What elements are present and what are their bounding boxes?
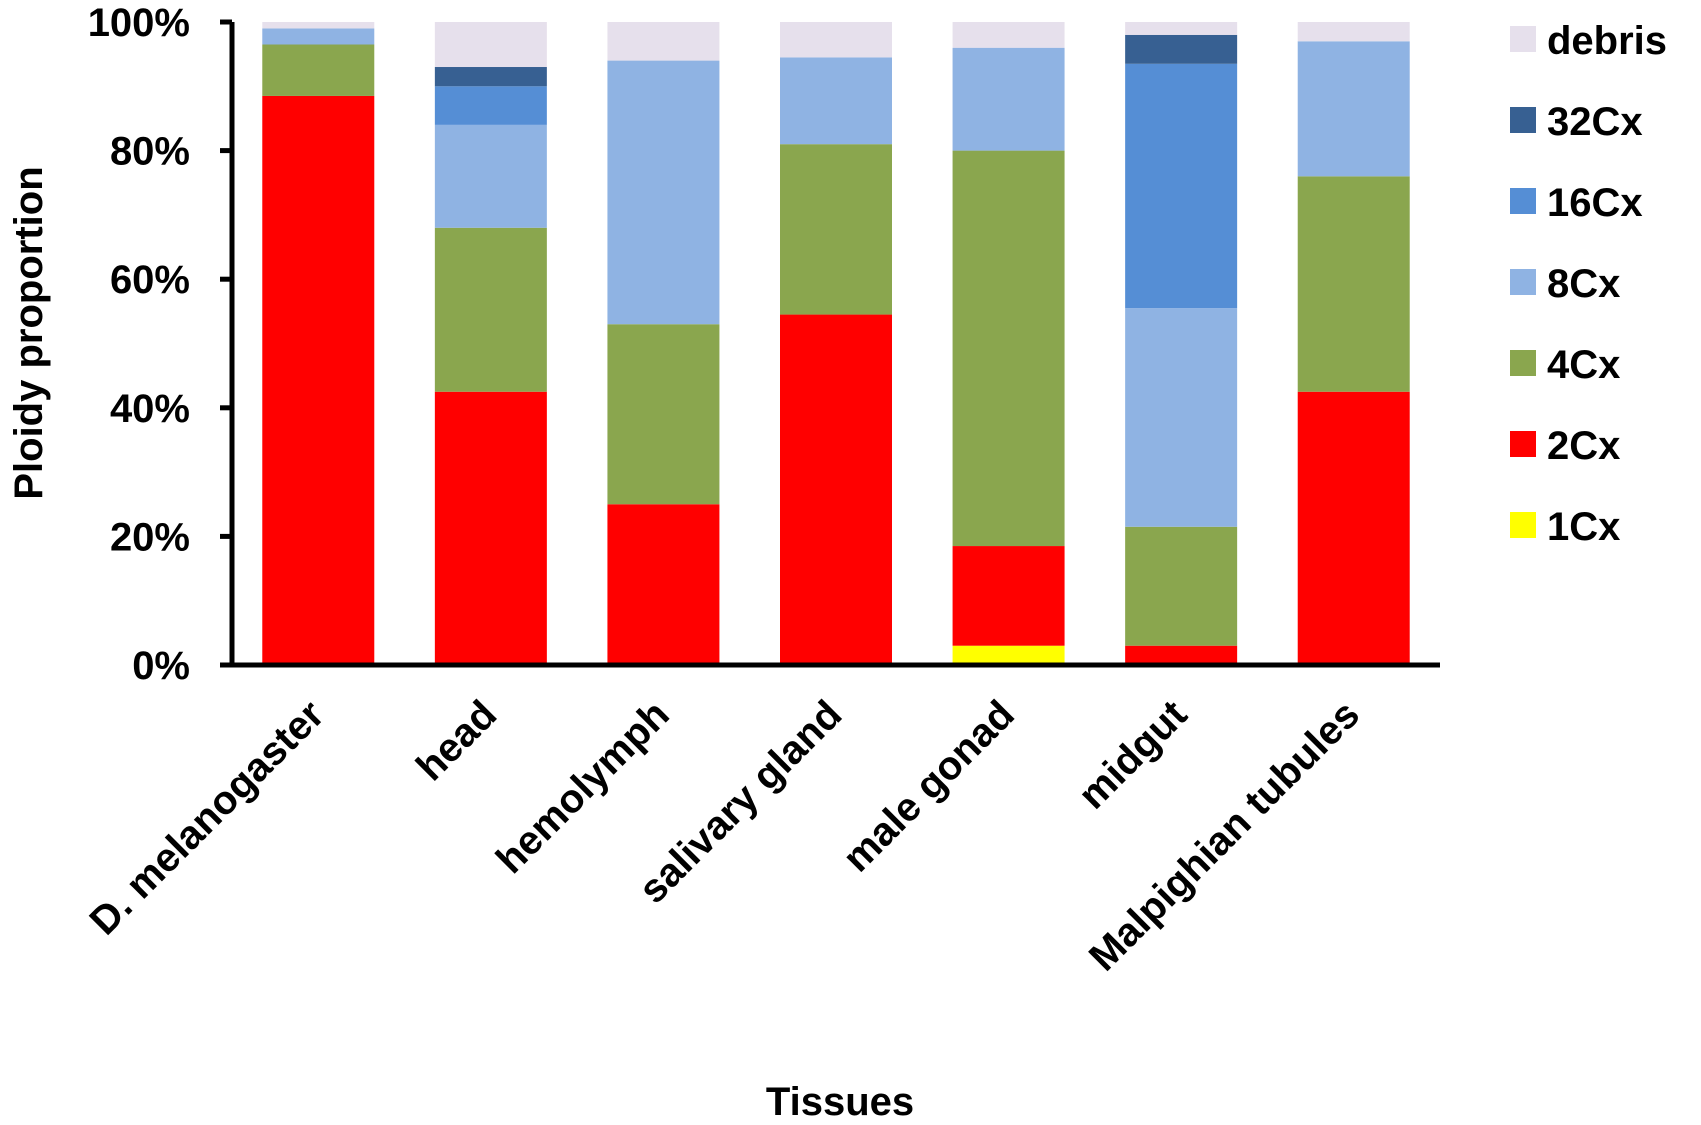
bar-segment-debris-1 [434,22,547,68]
legend: debris 32Cx 16Cx 8Cx 4Cx 2Cx 1Cx [1510,19,1667,549]
bar-segment-2cx-6 [1297,391,1410,665]
bar-segment-1cx-4 [952,645,1065,665]
bar-segment-32cx-1 [434,67,547,87]
bar-segment-4cx-6 [1297,176,1410,392]
bar-segment-4cx-3 [780,144,892,315]
x-category-label-5: midgut [1070,692,1195,817]
bar-segment-2cx-3 [780,314,892,665]
bar-segment-8cx-5 [1125,308,1238,527]
bar-segment-debris-6 [1297,22,1410,42]
y-tick-label-5: 100% [88,1,190,45]
legend-label-debris: debris [1547,19,1667,63]
bar-segment-2cx-5 [1125,645,1238,665]
y-tick-label-0: 0% [132,644,190,688]
x-category-label-4: male gonad [835,692,1023,880]
bar-segment-2cx-2 [607,504,720,665]
bar-segment-debris-5 [1125,22,1238,35]
bar-segment-16cx-5 [1125,63,1238,309]
legend-label-16cx: 16Cx [1547,181,1643,225]
bar-segment-8cx-3 [780,57,892,145]
bar-segment-4cx-2 [607,324,720,505]
legend-label-32cx: 32Cx [1547,100,1643,144]
bar-segment-8cx-1 [434,124,547,228]
bar-segment-debris-0 [262,22,375,29]
bar-segment-4cx-1 [434,227,547,392]
y-tick-label-2: 40% [110,387,190,431]
y-tick-label-1: 20% [110,515,190,559]
legend-swatch-32cx [1510,107,1536,133]
y-axis-title: Ploidy proportion [7,166,51,499]
bar-segment-4cx-5 [1125,526,1238,646]
x-category-label-0: D. melanogaster [81,692,332,943]
legend-swatch-debris [1510,26,1536,52]
bar-segment-2cx-1 [434,391,547,665]
x-category-label-2: hemolymph [488,692,678,882]
legend-label-8cx: 8Cx [1547,262,1620,306]
x-category-label-1: head [408,692,505,789]
bars-group [262,22,1410,665]
bar-segment-debris-3 [780,22,892,58]
y-ticks-group: 0% 20% 40% 60% 80% 100% [88,1,232,688]
bar-segment-debris-2 [607,22,720,61]
bar-segment-4cx-4 [952,150,1065,547]
legend-swatch-2cx [1510,431,1536,457]
x-axis-title: Tissues [766,1080,914,1124]
bar-segment-32cx-5 [1125,34,1238,64]
axes-group [220,22,1440,668]
bar-segment-8cx-0 [262,28,375,45]
bar-segment-8cx-6 [1297,41,1410,177]
bar-segment-8cx-2 [607,60,720,325]
bar-segment-4cx-0 [262,44,375,96]
legend-label-1cx: 1Cx [1547,505,1620,549]
y-tick-label-4: 80% [110,130,190,174]
legend-swatch-8cx [1510,269,1536,295]
bar-segment-debris-4 [952,22,1065,48]
y-tick-label-3: 60% [110,258,190,302]
legend-swatch-16cx [1510,188,1536,214]
bar-segment-2cx-4 [952,546,1065,646]
legend-label-4cx: 4Cx [1547,343,1620,387]
legend-swatch-1cx [1510,512,1536,538]
bar-segment-8cx-4 [952,47,1065,151]
legend-label-2cx: 2Cx [1547,424,1620,468]
bar-segment-16cx-1 [434,86,547,125]
bar-segment-2cx-0 [262,95,375,665]
legend-swatch-4cx [1510,350,1536,376]
